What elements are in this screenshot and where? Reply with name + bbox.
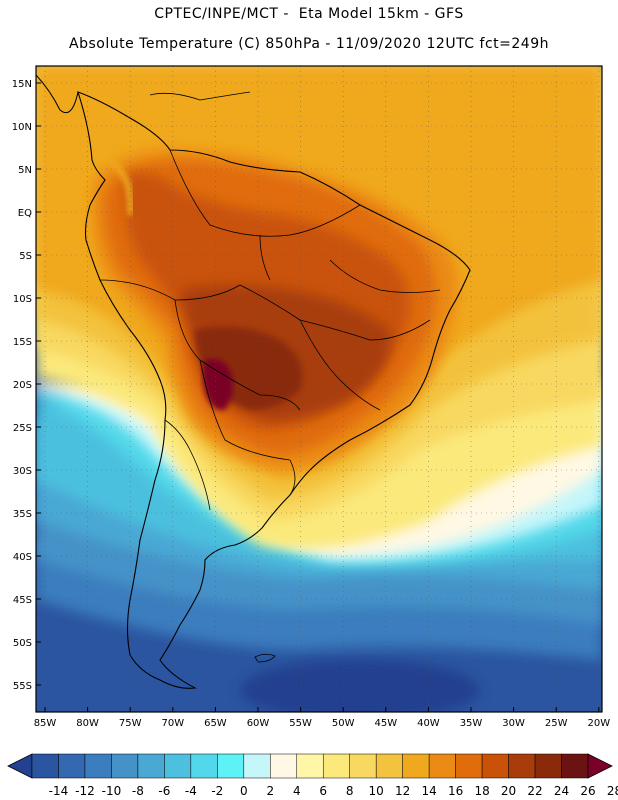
- colorbar-tick-label: -14: [49, 784, 69, 798]
- colorbar-box: [561, 753, 589, 779]
- colorbar-box: [508, 753, 536, 779]
- lon-tick-label: 85W: [34, 718, 57, 729]
- colorbar-tick-label: -2: [211, 784, 223, 798]
- colorbar-labels: -14 -12 -10 -8 -6 -4 -2 0 2 4 6 8 10 12 14 16 18 20 22 24 26…: [49, 784, 618, 798]
- colorbar-arrow-low: [7, 753, 33, 779]
- colorbar-tick-label: 22: [527, 784, 542, 798]
- lon-tick-label: 70W: [161, 718, 184, 729]
- colorbar-arrow-high: [587, 753, 613, 779]
- lon-tick-label: 20W: [587, 718, 610, 729]
- colorbar-tick-label: 24: [554, 784, 569, 798]
- lat-tick-label: 45S: [13, 595, 32, 606]
- lat-tick-label: 35S: [13, 509, 32, 520]
- colorbar-tick-label: 4: [293, 784, 301, 798]
- lat-tick-label: 15S: [13, 337, 32, 348]
- lon-tick-label: 55W: [289, 718, 312, 729]
- lon-tick-label: 30W: [502, 718, 525, 729]
- colorbar-box: [190, 753, 218, 779]
- colorbar-box: [534, 753, 562, 779]
- colorbar-tick-label: -4: [185, 784, 197, 798]
- lon-tick-label: 65W: [204, 718, 227, 729]
- map-frame: [35, 65, 603, 713]
- coastline: [77, 91, 471, 689]
- lat-tick-label: 5N: [18, 165, 32, 176]
- colorbar-box: [111, 753, 139, 779]
- lat-tick-label: 20S: [13, 380, 32, 391]
- colorbar-tick-label: 6: [319, 784, 327, 798]
- latitude-axis: 15N 10N 5N EQ 5S 10S 15S 20S 25S 30S 35S 40S 45S 50S 5…: [12, 79, 41, 692]
- colorbar-tick-label: 26: [580, 784, 595, 798]
- colorbar-tick-label: 14: [422, 784, 437, 798]
- lon-tick-label: 35W: [460, 718, 483, 729]
- lon-tick-label: 60W: [247, 718, 270, 729]
- chart-title-line1: CPTEC/INPE/MCT - Eta Model 15km - GFS: [154, 6, 464, 22]
- colorbar-box: [217, 753, 245, 779]
- lon-tick-label: 25W: [545, 718, 568, 729]
- lat-tick-label: 5S: [19, 251, 32, 262]
- lat-tick-label: 40S: [13, 552, 32, 563]
- colorbar-tick-label: 28: [607, 784, 618, 798]
- colorbar-tick-label: -10: [102, 784, 122, 798]
- colorbar: [7, 753, 613, 779]
- colorbar-tick-label: -6: [158, 784, 170, 798]
- colorbar-box: [375, 753, 403, 779]
- colorbar-tick-label: -12: [75, 784, 95, 798]
- lat-tick-label: EQ: [18, 208, 32, 219]
- colorbar-tick-label: 12: [395, 784, 410, 798]
- lon-tick-label: 45W: [374, 718, 397, 729]
- colorbar-tick-label: 0: [240, 784, 248, 798]
- lon-tick-label: 40W: [417, 718, 440, 729]
- colorbar-tick-label: 18: [474, 784, 489, 798]
- lat-tick-label: 55S: [13, 681, 32, 692]
- lon-tick-label: 80W: [76, 718, 99, 729]
- colorbar-tick-label: 16: [448, 784, 463, 798]
- colorbar-box: [58, 753, 86, 779]
- lat-tick-label: 25S: [13, 423, 32, 434]
- lat-tick-label: 50S: [13, 638, 32, 649]
- colorbar-tick-label: 8: [346, 784, 354, 798]
- colorbar-box: [84, 753, 112, 779]
- colorbar-box: [481, 753, 509, 779]
- colorbar-tick-label: 20: [501, 784, 516, 798]
- colorbar-tick-label: 10: [369, 784, 384, 798]
- longitude-axis: 85W 80W 75W 70W 65W 60W 55W 50W 45W 40W 35W 30W 25W 2…: [34, 707, 610, 729]
- colorbar-tick-label: 2: [266, 784, 274, 798]
- colorbar-box: [31, 753, 59, 779]
- colorbar-box: [243, 753, 271, 779]
- lat-tick-label: 10S: [13, 294, 32, 305]
- colorbar-tick-label: -8: [132, 784, 144, 798]
- colorbar-box: [296, 753, 324, 779]
- lon-tick-label: 50W: [332, 718, 355, 729]
- colorbar-box: [137, 753, 165, 779]
- colorbar-box: [349, 753, 377, 779]
- colorbar-box: [164, 753, 192, 779]
- lat-tick-label: 30S: [13, 466, 32, 477]
- lat-tick-label: 15N: [12, 79, 32, 90]
- map-field: [36, 66, 602, 712]
- country-borders: [99, 149, 441, 511]
- colorbar-box: [270, 753, 298, 779]
- chart-title-line2: Absolute Temperature (C) 850hPa - 11/09/…: [69, 36, 549, 52]
- colorbar-box: [322, 753, 350, 779]
- colorbar-box: [428, 753, 456, 779]
- lat-tick-label: 10N: [12, 122, 32, 133]
- colorbar-box: [402, 753, 430, 779]
- colorbar-box: [455, 753, 483, 779]
- lon-tick-label: 75W: [119, 718, 142, 729]
